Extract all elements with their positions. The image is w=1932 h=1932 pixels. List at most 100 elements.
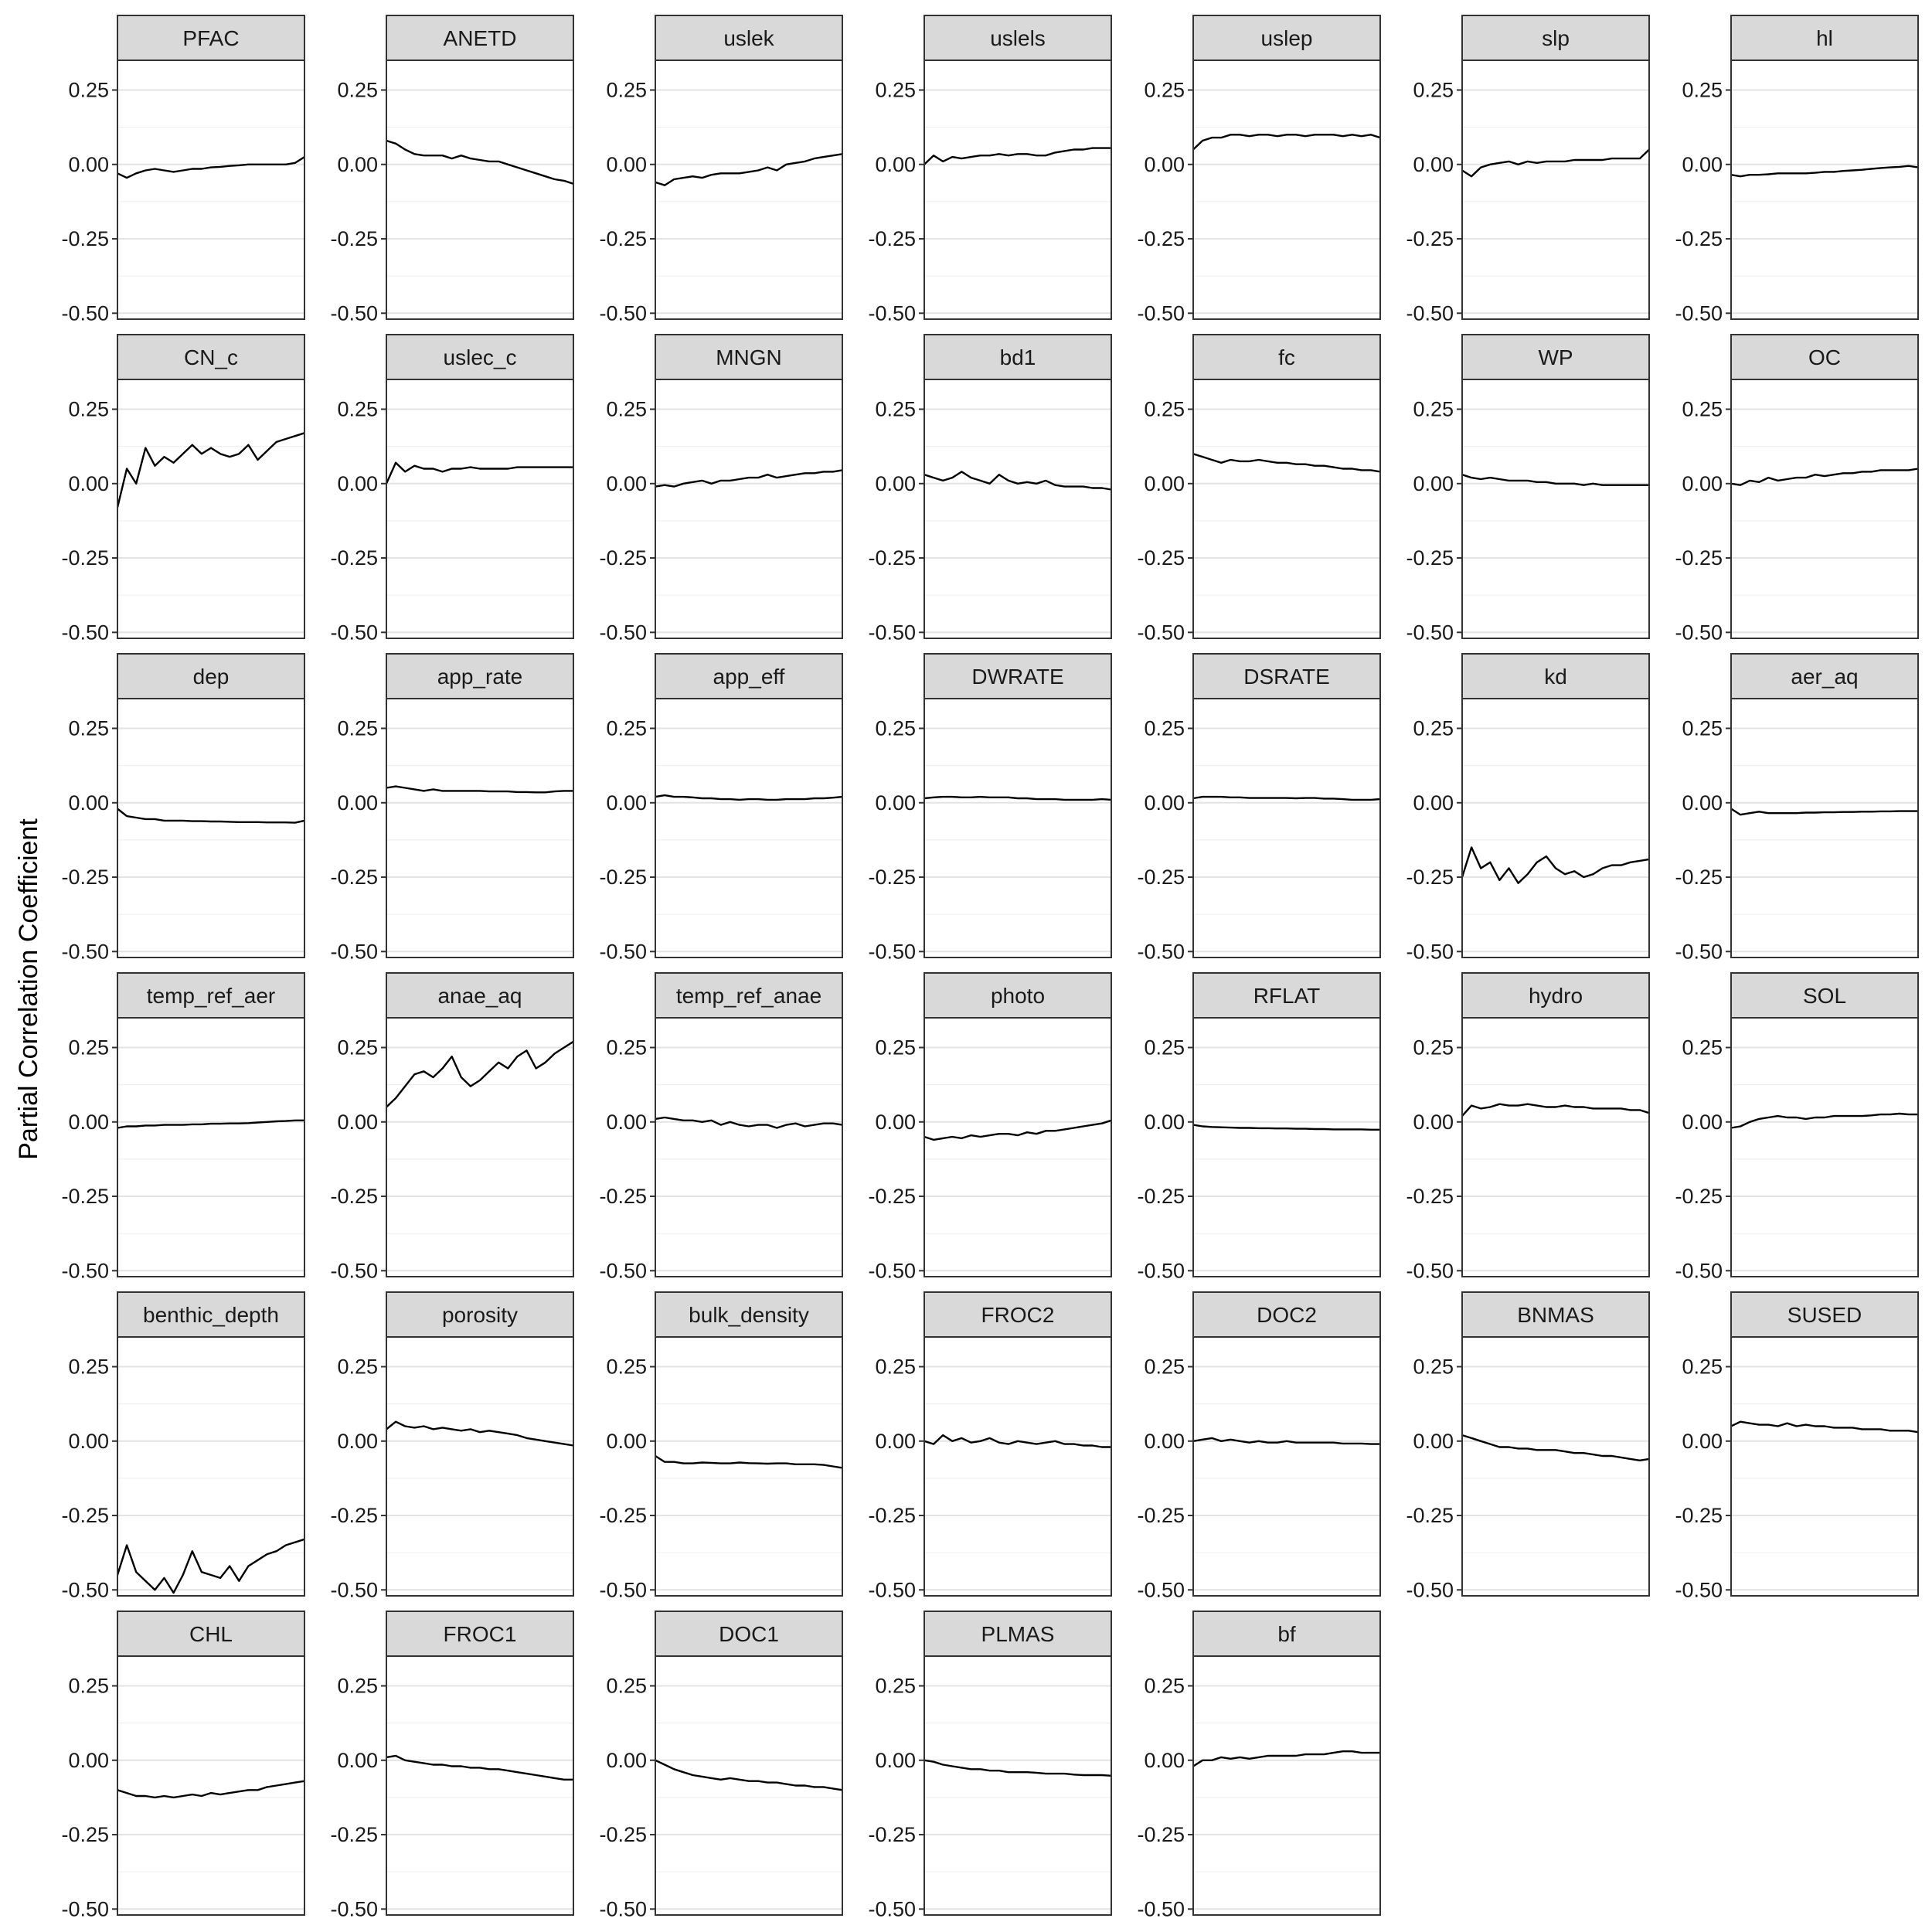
plot-area: [1462, 1018, 1649, 1277]
y-tick-label: 0.00: [68, 472, 109, 495]
facet-panel: OC 0.25 0.00 -0.25 -0.50: [1675, 334, 1919, 644]
panel-border: [923, 60, 1112, 320]
facet-title: bulk_density: [689, 1303, 809, 1327]
plot-area: [1462, 699, 1649, 957]
y-tick-label: -0.25: [868, 1185, 916, 1208]
panel-border: [655, 60, 843, 320]
panel-border: [1192, 1336, 1381, 1597]
facet-strip: [655, 1291, 843, 1338]
y-tick-label: 0.00: [875, 153, 916, 176]
panel-border: [386, 1336, 574, 1597]
y-tick-label: 0.00: [1413, 153, 1454, 176]
y-tick-label: 0.00: [606, 472, 647, 495]
series-line: [923, 1759, 1112, 1777]
panel-border: [1192, 379, 1381, 639]
panel-border: [1730, 1336, 1919, 1597]
facet-title: DSRATE: [1243, 665, 1330, 689]
panel-border: [386, 60, 574, 320]
series-line: [385, 461, 573, 485]
y-tick-label: -0.50: [330, 301, 378, 325]
panel-border: [386, 1017, 574, 1277]
y-tick-label: 0.00: [606, 1749, 647, 1772]
y-tick-label: 0.00: [1682, 472, 1723, 495]
plot-area: [1462, 1337, 1649, 1596]
y-tick-label: -0.50: [1137, 1259, 1185, 1282]
facet-strip: [923, 972, 1112, 1019]
y-tick-label: 0.25: [1682, 398, 1723, 421]
y-tick-label: -0.25: [599, 1504, 647, 1527]
y-tick-label: 0.00: [337, 791, 378, 815]
y-tick-label: -0.50: [868, 940, 916, 963]
facet-title: aer_aq: [1791, 665, 1858, 689]
y-tick-label: 0.00: [337, 1111, 378, 1134]
facet-title: uslep: [1261, 26, 1313, 50]
facet-panel: FROC1 0.25 0.00 -0.25 -0.50: [330, 1611, 574, 1920]
facet-strip: [386, 1611, 574, 1657]
panel-border: [1461, 698, 1650, 958]
y-tick-label: 0.25: [1682, 717, 1723, 740]
y-tick-label: -0.50: [330, 1578, 378, 1601]
facet-title: SUSED: [1787, 1303, 1862, 1327]
plot-area: [386, 1018, 573, 1277]
y-tick-label: -0.50: [1137, 940, 1185, 963]
series-line: [1461, 1434, 1650, 1462]
y-tick-label: 0.25: [1413, 717, 1454, 740]
plot-area: [1731, 1018, 1918, 1277]
series-line: [1192, 795, 1381, 801]
facet-strip: [1461, 1291, 1650, 1338]
facet-strip: [923, 1291, 1112, 1338]
facet-strip: [655, 1611, 843, 1657]
facet-strip: [1461, 972, 1650, 1019]
facet-panel: bd1 0.25 0.00 -0.25 -0.50: [868, 334, 1112, 644]
y-tick-label: -0.25: [330, 1504, 378, 1527]
facet-title: anae_aq: [437, 984, 522, 1008]
y-tick-label: -0.25: [330, 546, 378, 570]
plot-area: [924, 1656, 1111, 1915]
plot-area: [117, 379, 304, 638]
y-tick-label: -0.50: [330, 621, 378, 644]
series-line: [655, 153, 843, 186]
y-tick-label: 0.25: [337, 1036, 378, 1060]
facet-title: MNGN: [716, 345, 782, 369]
y-tick-label: 0.25: [337, 717, 378, 740]
y-tick-label: -0.50: [1675, 1259, 1723, 1282]
plot-area: [117, 1337, 304, 1596]
y-tick-label: -0.25: [61, 1823, 109, 1846]
facet-title: CN_c: [184, 345, 238, 369]
facet-strip: [923, 15, 1112, 61]
panel-border: [923, 1336, 1112, 1597]
y-tick-label: -0.25: [1406, 1185, 1454, 1208]
plot-area: [386, 379, 573, 638]
y-tick-label: 0.00: [1144, 472, 1185, 495]
y-tick-label: -0.25: [61, 546, 109, 570]
facet-title: kd: [1544, 665, 1567, 689]
series-line: [655, 1116, 843, 1129]
y-tick-label: -0.25: [61, 866, 109, 889]
y-tick-label: -0.50: [330, 1259, 378, 1282]
panel-border: [117, 60, 305, 320]
facet-panel: uslek 0.25 0.00 -0.25 -0.50: [599, 15, 843, 325]
y-tick-label: -0.50: [1675, 1578, 1723, 1601]
series-line: [1730, 808, 1918, 816]
facet-strip: [1192, 15, 1381, 61]
panel-border: [117, 379, 305, 639]
panel-border: [1730, 379, 1919, 639]
y-tick-label: -0.50: [599, 1897, 647, 1920]
panel-border: [386, 1655, 574, 1916]
y-tick-label: 0.00: [68, 791, 109, 815]
y-tick-label: 0.00: [68, 1111, 109, 1134]
facet-strip: [1730, 1291, 1919, 1338]
plot-area: [655, 1018, 842, 1277]
facet-title: hl: [1816, 26, 1833, 50]
y-tick-label: 0.00: [875, 1111, 916, 1134]
facet-panel: SOL 0.25 0.00 -0.25 -0.50: [1675, 972, 1919, 1282]
series-line: [1730, 468, 1919, 486]
y-tick-label: -0.50: [1675, 301, 1723, 325]
panel-border: [1461, 1336, 1650, 1597]
y-tick-label: 0.25: [337, 79, 378, 102]
facet-panel: hl 0.25 0.00 -0.25 -0.50: [1675, 15, 1919, 325]
panel-border: [923, 1017, 1112, 1277]
panel-border: [923, 379, 1112, 639]
y-tick-label: 0.25: [337, 1675, 378, 1698]
